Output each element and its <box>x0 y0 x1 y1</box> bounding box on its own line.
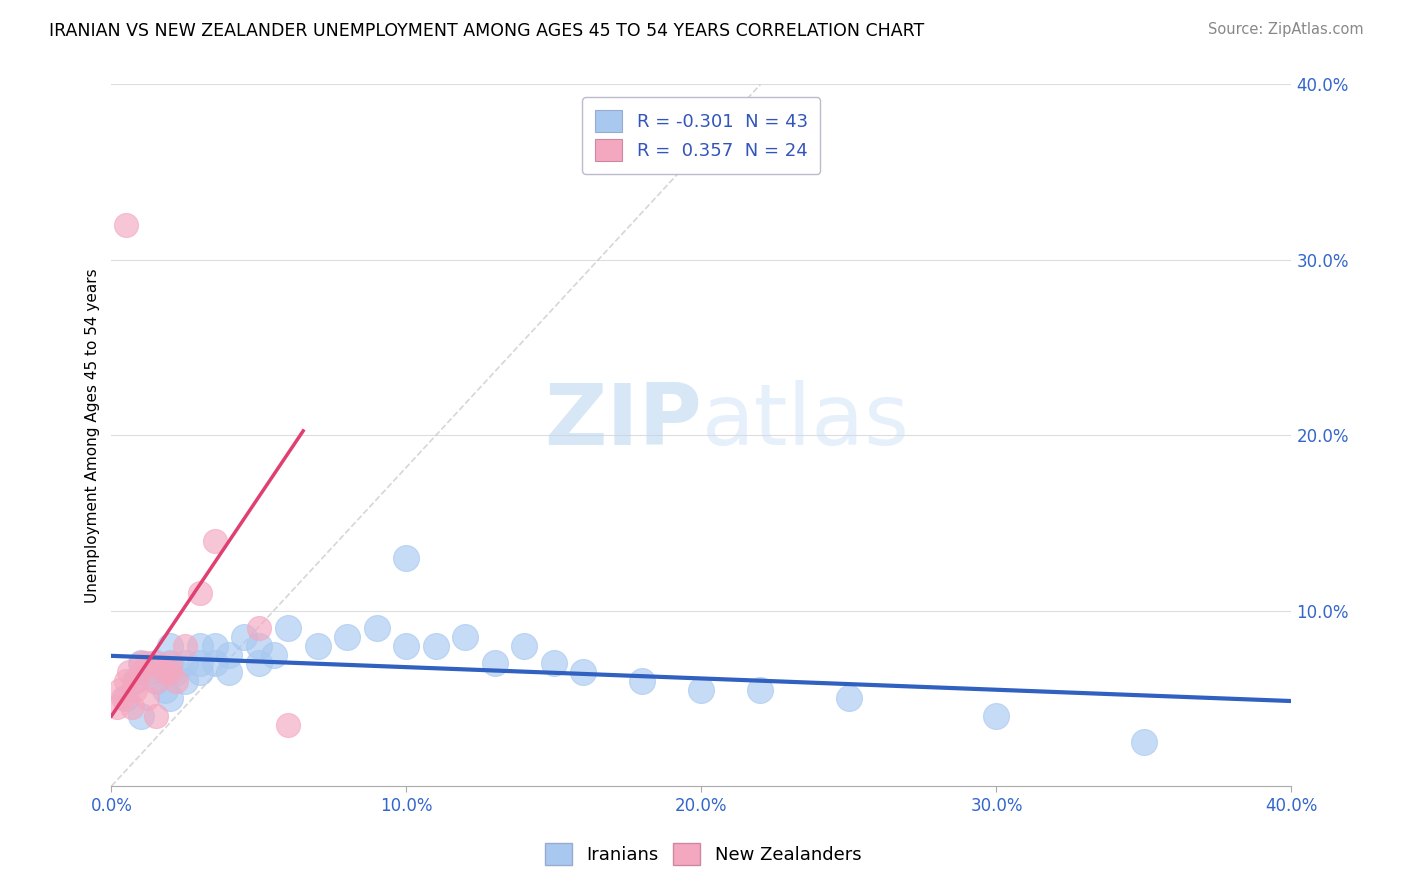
Point <box>263 648 285 662</box>
Point <box>118 665 141 679</box>
Point <box>174 657 197 671</box>
Point <box>690 682 713 697</box>
Point <box>165 673 187 688</box>
Point <box>277 621 299 635</box>
Point <box>165 665 187 679</box>
Point <box>124 673 146 688</box>
Point <box>159 657 181 671</box>
Text: IRANIAN VS NEW ZEALANDER UNEMPLOYMENT AMONG AGES 45 TO 54 YEARS CORRELATION CHAR: IRANIAN VS NEW ZEALANDER UNEMPLOYMENT AM… <box>49 22 925 40</box>
Point <box>174 639 197 653</box>
Point <box>218 665 240 679</box>
Point <box>129 665 152 679</box>
Point <box>543 657 565 671</box>
Point <box>153 682 176 697</box>
Point <box>513 639 536 653</box>
Point <box>307 639 329 653</box>
Point <box>135 691 157 706</box>
Text: atlas: atlas <box>702 380 910 463</box>
Point <box>247 639 270 653</box>
Point <box>145 673 167 688</box>
Point <box>145 709 167 723</box>
Point <box>188 657 211 671</box>
Point <box>129 657 152 671</box>
Point <box>454 630 477 644</box>
Legend: R = -0.301  N = 43, R =  0.357  N = 24: R = -0.301 N = 43, R = 0.357 N = 24 <box>582 97 820 174</box>
Point <box>395 639 418 653</box>
Point <box>204 533 226 548</box>
Point <box>277 717 299 731</box>
Y-axis label: Unemployment Among Ages 45 to 54 years: Unemployment Among Ages 45 to 54 years <box>86 268 100 603</box>
Text: ZIP: ZIP <box>544 380 702 463</box>
Point <box>159 691 181 706</box>
Point <box>425 639 447 653</box>
Point <box>247 621 270 635</box>
Legend: Iranians, New Zealanders: Iranians, New Zealanders <box>536 834 870 874</box>
Point <box>110 682 132 697</box>
Point <box>124 682 146 697</box>
Point <box>233 630 256 644</box>
Point <box>115 673 138 688</box>
Point <box>247 657 270 671</box>
Point <box>135 665 157 679</box>
Point <box>135 657 157 671</box>
Point <box>218 648 240 662</box>
Point <box>188 639 211 653</box>
Point <box>112 691 135 706</box>
Point <box>129 657 152 671</box>
Point <box>159 639 181 653</box>
Point <box>986 709 1008 723</box>
Point <box>395 551 418 566</box>
Point <box>366 621 388 635</box>
Point <box>153 665 176 679</box>
Point <box>129 709 152 723</box>
Point <box>1133 735 1156 749</box>
Point <box>188 586 211 600</box>
Point <box>336 630 359 644</box>
Point <box>124 673 146 688</box>
Point <box>159 665 181 679</box>
Point <box>121 700 143 714</box>
Point <box>749 682 772 697</box>
Point <box>105 700 128 714</box>
Point <box>174 673 197 688</box>
Point <box>145 673 167 688</box>
Point <box>838 691 860 706</box>
Point <box>115 691 138 706</box>
Point <box>484 657 506 671</box>
Point <box>115 218 138 232</box>
Point <box>204 639 226 653</box>
Point <box>145 657 167 671</box>
Point <box>572 665 595 679</box>
Point <box>145 657 167 671</box>
Point <box>204 657 226 671</box>
Text: Source: ZipAtlas.com: Source: ZipAtlas.com <box>1208 22 1364 37</box>
Point <box>631 673 654 688</box>
Point <box>159 657 181 671</box>
Point <box>188 665 211 679</box>
